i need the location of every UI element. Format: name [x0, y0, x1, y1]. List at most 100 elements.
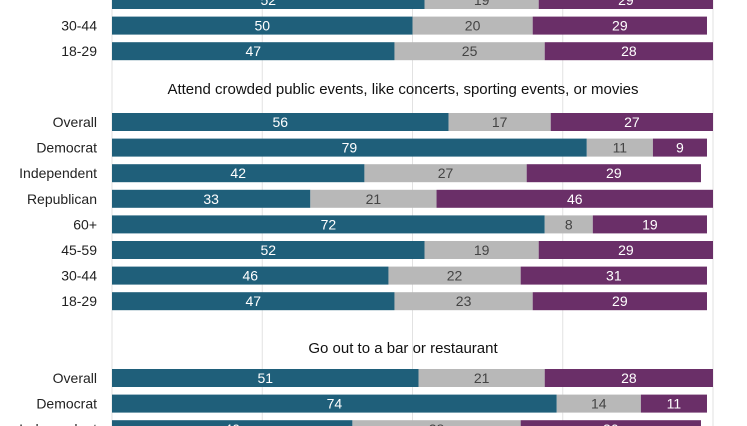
bar-segment: [112, 266, 389, 285]
bar-row: 60+ 72 8 19: [73, 215, 707, 234]
bar-segment: [112, 292, 395, 311]
bar-row: Independent 40 28 30: [19, 420, 701, 426]
category-label: Independent: [19, 421, 97, 426]
data-label: 40: [224, 421, 240, 426]
bar-segment: [394, 42, 545, 61]
chart-section: Go out to a bar or restaurant Overall 51 21…: [19, 340, 713, 426]
bar-segment: [112, 42, 395, 61]
bar-segment: [112, 369, 419, 387]
bar-segment: [412, 16, 533, 35]
data-label: 29: [618, 242, 634, 258]
bar-segment: [112, 215, 545, 234]
category-label: 18-29: [61, 43, 97, 59]
data-label: 29: [612, 293, 628, 309]
bar-segment: [532, 292, 707, 311]
data-label: 11: [667, 396, 682, 412]
data-label: 79: [342, 140, 358, 156]
bar-segment: [544, 215, 593, 234]
data-label: 74: [327, 396, 343, 412]
bar-row: Overall 51 21 28: [53, 369, 713, 387]
data-label: 8: [565, 216, 573, 232]
category-label: Republican: [27, 191, 97, 207]
data-label: 25: [462, 43, 478, 59]
bar-row: Overall 56 17 27: [53, 113, 713, 131]
data-label: 28: [621, 43, 637, 59]
data-label: 29: [612, 18, 628, 34]
data-label: 27: [624, 114, 640, 130]
bar-segment: [112, 138, 587, 157]
data-label: 46: [567, 191, 583, 207]
data-label: 50: [254, 18, 270, 34]
data-label: 31: [606, 268, 622, 284]
data-label: 11: [613, 140, 628, 156]
bar-segment: [544, 42, 713, 61]
bar-row: 45-59 52 19 29: [61, 241, 713, 259]
data-label: 72: [321, 216, 337, 232]
data-label: 30: [603, 421, 619, 426]
bar-row: Independent 42 27 29: [19, 164, 701, 183]
data-label: 9: [676, 140, 684, 156]
gridlines: [111, 0, 714, 426]
data-label: 23: [456, 293, 472, 309]
bar-segment: [424, 241, 539, 259]
category-label: Democrat: [36, 140, 97, 156]
bar-segment: [586, 138, 653, 157]
bar-segment: [448, 113, 551, 131]
bar-segment: [652, 138, 707, 157]
bar-segment: [538, 241, 713, 259]
bar-segment: [520, 266, 707, 285]
bar-segment: [394, 292, 533, 311]
bar-segment: [352, 420, 521, 426]
data-label: 19: [474, 242, 490, 258]
category-label: 45-59: [61, 242, 97, 258]
bar-segment: [112, 420, 353, 426]
bar-segment: [112, 394, 557, 413]
data-label: 29: [606, 165, 622, 181]
bar-segment: [544, 369, 713, 387]
chart-section: 52 19 29 30-44 50 20 29 18-29 47 25 28: [61, 0, 713, 61]
bar-row: 52 19 29: [112, 0, 713, 9]
section-title: Attend crowded public events, like conce…: [167, 81, 638, 98]
data-label: 33: [203, 191, 219, 207]
bar-segment: [538, 0, 713, 9]
bar-segment: [436, 189, 713, 208]
data-label: 22: [447, 268, 463, 284]
bar-row: Democrat 79 11 9: [36, 138, 707, 157]
category-label: Democrat: [36, 396, 97, 412]
data-label: 19: [474, 0, 490, 8]
data-label: 28: [621, 370, 637, 386]
category-label: Independent: [19, 165, 97, 181]
data-label: 52: [260, 242, 276, 258]
bar-segment: [592, 215, 707, 234]
data-label: 42: [230, 165, 246, 181]
bar-row: 18-29 47 25 28: [61, 42, 713, 61]
bar-segment: [526, 164, 701, 183]
bar-segment: [532, 16, 707, 35]
bar-segment: [310, 189, 437, 208]
bar-row: 18-29 47 23 29: [61, 292, 707, 311]
category-label: 30-44: [61, 268, 97, 284]
data-label: 27: [438, 165, 454, 181]
bar-segment: [112, 16, 413, 35]
bar-segment: [388, 266, 521, 285]
bar-row: 30-44 46 22 31: [61, 266, 707, 285]
section-title: Go out to a bar or restaurant: [308, 340, 498, 357]
bar-row: Republican 33 21 46: [27, 189, 713, 208]
data-label: 46: [242, 268, 258, 284]
data-label: 21: [474, 370, 490, 386]
data-label: 21: [366, 191, 382, 207]
data-label: 14: [591, 396, 607, 412]
bar-segment: [112, 0, 425, 9]
category-label: Overall: [53, 370, 97, 386]
bar-segment: [418, 369, 545, 387]
bar-row: 30-44 50 20 29: [61, 16, 707, 35]
data-label: 51: [257, 370, 273, 386]
bar-segment: [520, 420, 701, 426]
bar-segment: [112, 241, 425, 259]
bar-segment: [112, 164, 365, 183]
bar-segment: [640, 394, 707, 413]
data-label: 28: [429, 421, 445, 426]
data-label: 47: [245, 293, 261, 309]
bar-segment: [550, 113, 713, 131]
bar-segment: [424, 0, 539, 9]
